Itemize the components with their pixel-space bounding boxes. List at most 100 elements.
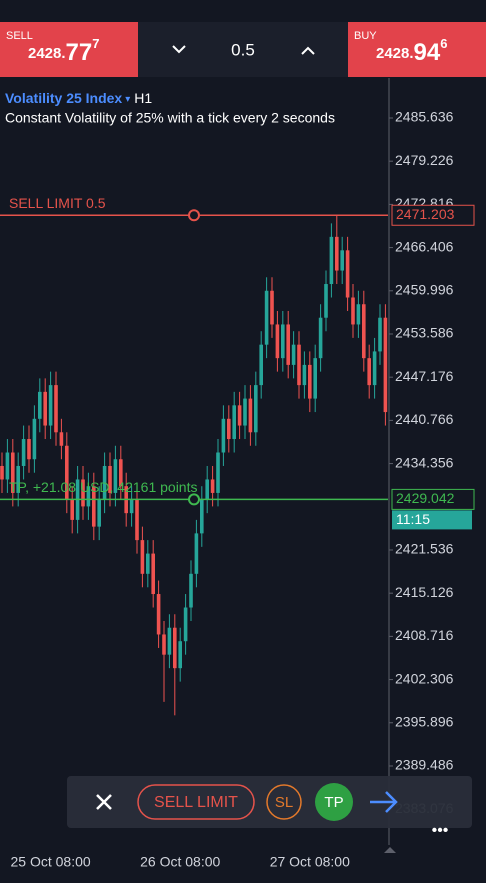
- close-icon[interactable]: [96, 794, 112, 810]
- y-tick-label: 2389.486: [395, 757, 454, 773]
- candle-body: [367, 358, 371, 386]
- chart-subtitle: Constant Volatility of 25% with a tick e…: [5, 110, 335, 126]
- x-tick-label: 27 Oct 08:00: [270, 854, 350, 870]
- order-handle[interactable]: [188, 209, 200, 222]
- candle-body: [178, 641, 182, 669]
- candle-body: [335, 236, 339, 271]
- candle-body: [156, 594, 161, 635]
- candle-body: [291, 344, 296, 365]
- candle-body: [302, 364, 307, 386]
- candle-body: [54, 385, 58, 433]
- y-tick-label: 2447.176: [395, 368, 454, 384]
- price-sup: 7: [92, 36, 99, 51]
- sell-limit-button[interactable]: [137, 784, 255, 820]
- candle-body: [151, 553, 155, 595]
- lot-down[interactable]: [172, 45, 186, 54]
- candle-body: [221, 418, 226, 453]
- price-sup: 6: [440, 36, 447, 51]
- candle-body: [21, 439, 26, 466]
- candle-body: [0, 465, 4, 480]
- candle-body: [340, 250, 344, 271]
- candle-body: [48, 385, 53, 426]
- candle-body: [59, 432, 64, 446]
- timer-box: [392, 510, 472, 530]
- y-tick-label: 2434.356: [395, 454, 454, 470]
- candle-body: [286, 324, 290, 365]
- candle-body: [362, 304, 366, 359]
- candle-body: [108, 465, 112, 493]
- price-box: [391, 488, 475, 510]
- candle-body: [200, 499, 204, 534]
- candle-body: [162, 634, 166, 655]
- candle-body: [146, 553, 150, 574]
- candle-body: [351, 297, 355, 325]
- x-tick-label: 26 Oct 08:00: [140, 854, 220, 870]
- candle-body: [43, 391, 47, 426]
- sell-label: SELL: [6, 30, 33, 42]
- candle-body: [227, 418, 231, 440]
- candle-body: [70, 499, 74, 520]
- candle-body: [264, 290, 269, 345]
- sell-button[interactable]: [0, 22, 138, 77]
- y-tick-label: 2485.636: [395, 109, 454, 125]
- candle-body: [119, 459, 123, 487]
- candle-body: [32, 418, 37, 460]
- candle-body: [189, 573, 193, 608]
- candle-body: [205, 479, 209, 500]
- y-tick-label: 2440.766: [395, 411, 454, 427]
- submit-arrow[interactable]: [370, 791, 398, 813]
- price-box-label: 2429.042: [396, 490, 455, 506]
- y-tick-label: 2415.126: [395, 584, 454, 600]
- candle-body: [313, 358, 317, 399]
- price-big: 77: [66, 39, 93, 66]
- candle-body: [11, 452, 15, 493]
- candle-body: [210, 479, 215, 493]
- candle-body: [129, 499, 134, 514]
- candle-body: [183, 607, 188, 642]
- button-label: SL: [275, 794, 293, 811]
- candle-body: [173, 627, 177, 669]
- candle-body: [38, 391, 42, 419]
- candle-body: [81, 479, 85, 507]
- y-tick-label: 2402.306: [395, 670, 454, 686]
- y-tick-label: 2479.226: [395, 152, 454, 168]
- candle-body: [243, 398, 247, 426]
- order-label: SELL LIMIT 0.5: [9, 195, 106, 211]
- candle-body: [167, 627, 172, 655]
- button-label: TP: [324, 794, 343, 811]
- candle-body: [356, 304, 361, 325]
- price-box: [391, 204, 475, 226]
- buy-button[interactable]: [348, 22, 486, 77]
- lot-selector: [138, 22, 348, 77]
- buy-price: 2428.946: [376, 36, 447, 66]
- candle-body: [237, 405, 242, 426]
- x-tick-label: 25 Oct 08:00: [11, 854, 91, 870]
- candle-body: [378, 317, 382, 352]
- candle-body: [140, 540, 145, 574]
- y-tick-label: 2395.896: [395, 713, 454, 729]
- more-menu[interactable]: •••: [432, 822, 449, 839]
- candle-body: [345, 250, 350, 298]
- lot-up[interactable]: [301, 46, 315, 55]
- candle-body: [324, 284, 328, 318]
- order-handle[interactable]: [188, 493, 200, 506]
- candle-body: [281, 324, 285, 359]
- candle-body: [318, 317, 323, 359]
- timeframe[interactable]: H1: [134, 90, 152, 106]
- order-label: TP, +21.08 USD, 42161 points: [9, 479, 197, 495]
- button-label: SELL LIMIT: [154, 794, 238, 811]
- candle-body: [92, 486, 96, 527]
- candle-body: [259, 344, 263, 386]
- candle-body: [383, 317, 388, 413]
- candle-body: [232, 405, 236, 440]
- price-big: 94: [414, 39, 441, 66]
- candle-body: [297, 344, 301, 386]
- sl-button[interactable]: [266, 784, 302, 820]
- candle-body: [216, 452, 220, 493]
- tp-button[interactable]: [315, 783, 353, 821]
- y-tick-label: 2466.406: [395, 238, 454, 254]
- sell-price: 2428.777: [28, 36, 99, 66]
- symbol[interactable]: Volatility 25 Index: [5, 90, 122, 106]
